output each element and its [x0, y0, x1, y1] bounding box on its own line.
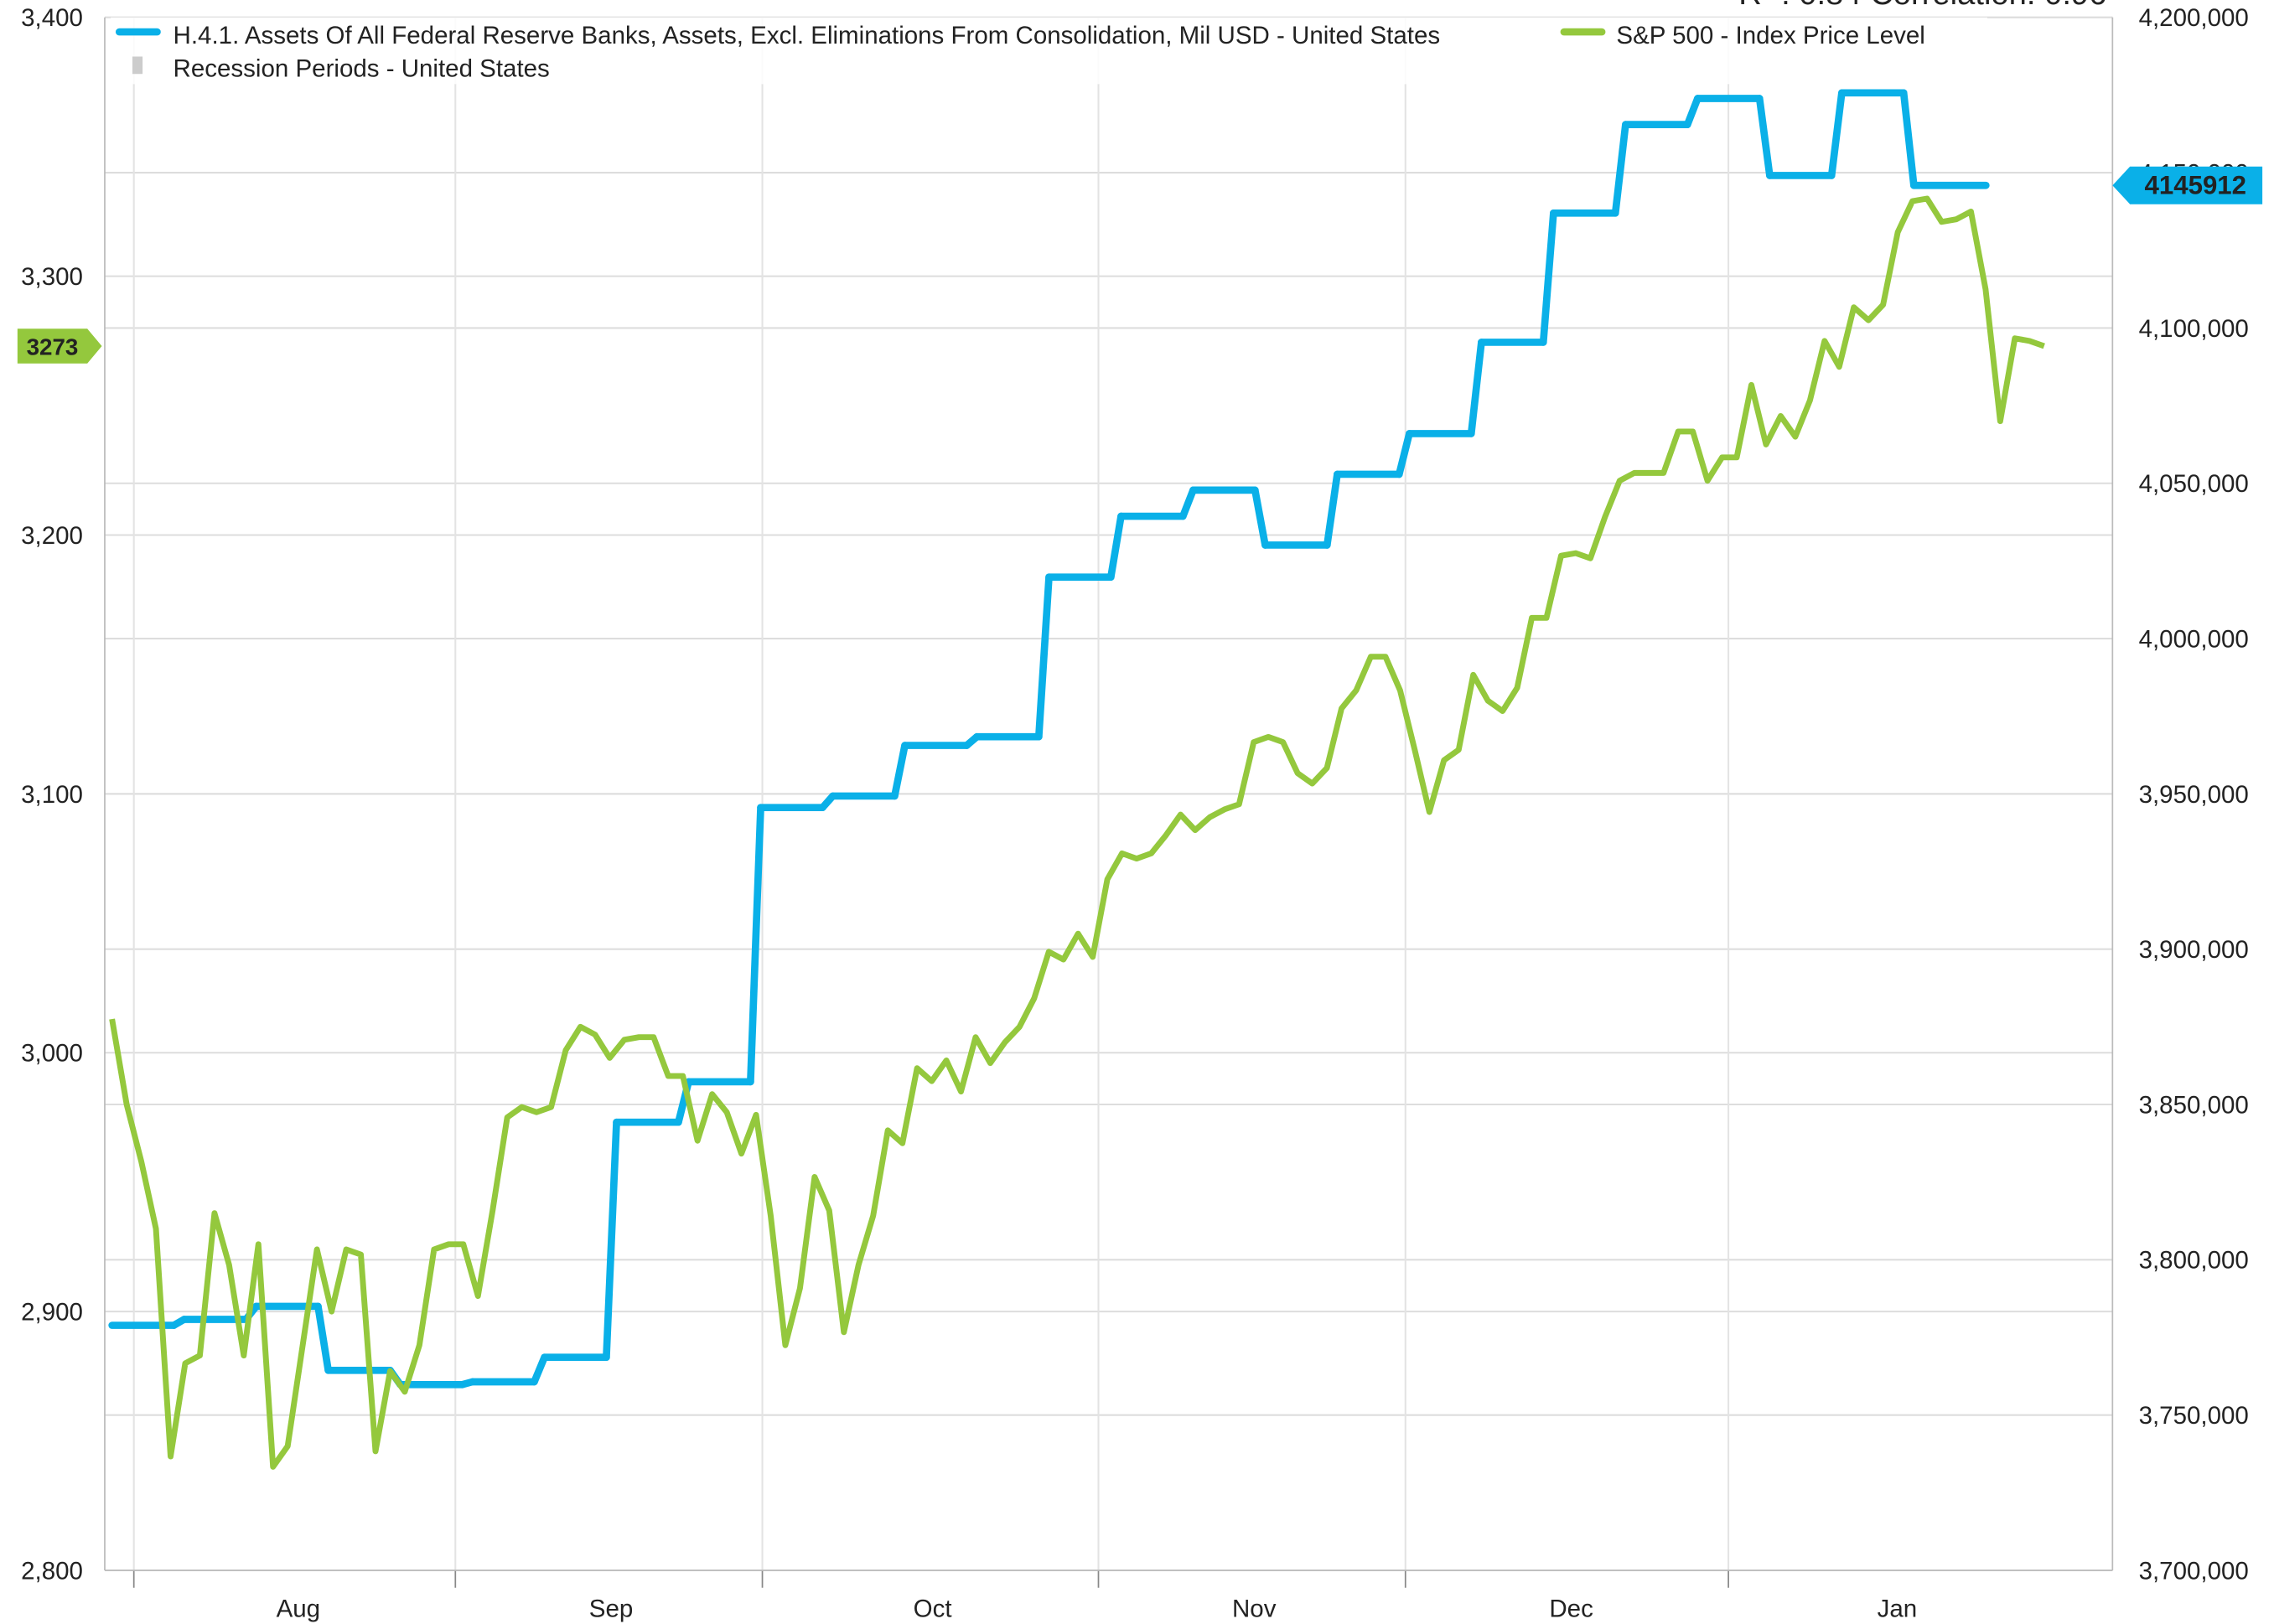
y2-tick-label: 4,100,000	[2139, 315, 2249, 343]
value-badge	[2112, 166, 2263, 204]
step-riser	[531, 1353, 548, 1386]
value-label: 4145912	[2144, 171, 2246, 200]
y2-tick-label: 3,700,000	[2139, 1557, 2249, 1585]
legend-swatch	[132, 56, 143, 75]
legend-bg	[110, 17, 1988, 85]
legend-label: S&P 500 - Index Price Level	[1616, 22, 1924, 49]
y-tick-label: 3,200	[21, 522, 83, 550]
step-riser	[1323, 470, 1341, 549]
x-tick-label: Dec	[1549, 1595, 1593, 1622]
x-tick-label: Oct	[914, 1595, 952, 1622]
step-riser	[1395, 430, 1413, 478]
y2-tick-label: 3,850,000	[2139, 1091, 2249, 1119]
y2-tick-label: 4,000,000	[2139, 625, 2249, 653]
legend-label: H.4.1. Assets Of All Federal Reserve Ban…	[174, 22, 1441, 49]
y-tick-label: 3,000	[21, 1040, 83, 1068]
step-riser	[891, 742, 909, 800]
step-riser	[1899, 89, 1918, 189]
y2-tick-label: 4,200,000	[2139, 4, 2249, 32]
y-tick-label: 3,100	[21, 781, 83, 809]
step-riser	[1106, 512, 1125, 581]
y2-tick-label: 3,800,000	[2139, 1247, 2249, 1275]
step-riser	[1178, 486, 1197, 520]
y2-tick-label: 3,750,000	[2139, 1402, 2249, 1430]
y-tick-label: 2,800	[21, 1557, 83, 1585]
y-tick-label: 3,300	[21, 263, 83, 291]
line-series	[109, 195, 2045, 1470]
step-riser	[314, 1302, 332, 1374]
x-tick-label: Aug	[277, 1595, 320, 1622]
stats-text: R² : 0.84 Correlation: 0.96	[1738, 0, 2106, 12]
value-badge	[17, 328, 102, 364]
y2-tick-label: 4,050,000	[2139, 470, 2249, 498]
x-tick-label: Sep	[589, 1595, 633, 1622]
step-riser	[1755, 95, 1774, 179]
y2-tick-label: 3,900,000	[2139, 936, 2249, 964]
step-riser	[1251, 486, 1269, 549]
y-tick-label: 2,900	[21, 1299, 83, 1327]
step-riser	[1827, 89, 1846, 179]
x-tick-label: Jan	[1878, 1595, 1918, 1622]
y-tick-label: 3,400	[21, 4, 83, 32]
value-label: 3273	[27, 334, 79, 359]
y2-tick-label: 3,950,000	[2139, 781, 2249, 809]
step-riser	[1683, 95, 1702, 128]
step-riser	[1467, 339, 1485, 437]
step-riser	[1539, 209, 1557, 346]
step-riser	[1034, 573, 1053, 741]
legend-label: Recession Periods - United States	[174, 55, 550, 83]
x-tick-label: Nov	[1232, 1595, 1277, 1622]
step-riser	[603, 1118, 620, 1362]
step-riser	[1611, 121, 1629, 217]
step-riser	[747, 804, 764, 1086]
